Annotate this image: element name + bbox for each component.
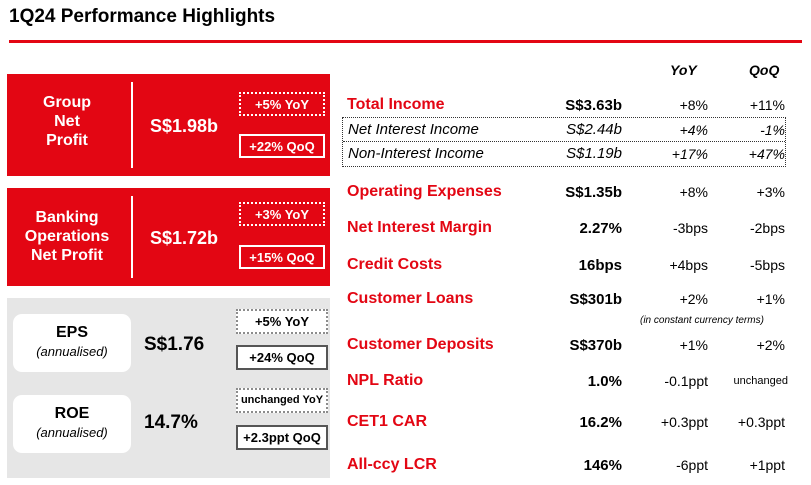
metric-qoq: +2% bbox=[756, 337, 785, 353]
banking-ops-qoq-badge: +15% QoQ bbox=[239, 245, 325, 269]
eps-roe-panel: EPS (annualised) S$1.76 +5% YoY +24% QoQ… bbox=[7, 298, 330, 478]
metric-name: Total Income bbox=[347, 96, 445, 113]
title-underline bbox=[9, 40, 802, 43]
banking-ops-label: Banking Operations Net Profit bbox=[7, 208, 127, 265]
metric-qoq: +1ppt bbox=[749, 457, 785, 473]
page-title: 1Q24 Performance Highlights bbox=[9, 6, 276, 27]
roe-label: ROE bbox=[54, 405, 90, 422]
card-divider bbox=[131, 82, 133, 168]
card-divider bbox=[131, 196, 133, 278]
metric-value: 16bps bbox=[578, 257, 622, 274]
yoy-column-header: YoY bbox=[670, 62, 697, 78]
metric-value: S$301b bbox=[569, 291, 622, 308]
banking-ops-net-profit-card: Banking Operations Net Profit S$1.72b +3… bbox=[7, 188, 330, 286]
metric-yoy: -6ppt bbox=[676, 457, 708, 473]
metric-value: S$370b bbox=[569, 337, 622, 354]
metric-qoq: +3% bbox=[756, 184, 785, 200]
roe-value: 14.7% bbox=[144, 412, 198, 433]
metric-yoy: +4bps bbox=[669, 257, 708, 273]
metric-name: Credit Costs bbox=[347, 256, 443, 273]
sub-metric-value: S$2.44b bbox=[566, 121, 622, 138]
roe-yoy-badge: unchanged YoY bbox=[236, 388, 328, 413]
group-net-profit-label: Group Net Profit bbox=[7, 93, 127, 150]
metric-name: Operating Expenses bbox=[347, 183, 502, 200]
metric-value: S$1.35b bbox=[565, 184, 622, 201]
loans-footnote: (in constant currency terms) bbox=[640, 315, 764, 326]
metric-value: 146% bbox=[583, 457, 622, 474]
eps-yoy-badge: +5% YoY bbox=[236, 309, 328, 334]
income-breakdown-box bbox=[342, 117, 786, 167]
label-line: Banking bbox=[35, 209, 99, 226]
sub-metric-yoy: +4% bbox=[679, 122, 708, 138]
metric-yoy: -0.1ppt bbox=[664, 373, 708, 389]
sub-metric-name: Net Interest Income bbox=[348, 121, 479, 138]
metric-value: S$3.63b bbox=[565, 97, 622, 114]
income-breakdown-divider bbox=[343, 141, 785, 142]
sub-metric-name: Non-Interest Income bbox=[348, 145, 484, 162]
banking-ops-yoy-badge: +3% YoY bbox=[239, 202, 325, 226]
eps-sublabel: (annualised) bbox=[36, 344, 108, 359]
metric-yoy: +2% bbox=[679, 291, 708, 307]
eps-label: EPS bbox=[55, 324, 88, 341]
sub-metric-qoq: -1% bbox=[760, 122, 785, 138]
metric-name: Net Interest Margin bbox=[347, 219, 492, 236]
label-line: Operations bbox=[24, 228, 110, 245]
group-net-profit-card: Group Net Profit S$1.98b +5% YoY +22% Qo… bbox=[7, 74, 330, 176]
banking-ops-value: S$1.72b bbox=[149, 228, 219, 248]
group-net-profit-qoq-badge: +22% QoQ bbox=[239, 134, 325, 158]
qoq-column-header: QoQ bbox=[749, 62, 780, 78]
metric-yoy: -3bps bbox=[672, 220, 708, 236]
metric-name: All-ccy LCR bbox=[347, 456, 437, 473]
metric-qoq: -2bps bbox=[749, 220, 785, 236]
label-line: Profit bbox=[46, 132, 88, 149]
label-line: Net Profit bbox=[31, 247, 103, 264]
metric-name: NPL Ratio bbox=[347, 372, 424, 389]
metric-yoy: +1% bbox=[679, 337, 708, 353]
metric-qoq: +1% bbox=[756, 291, 785, 307]
metric-name: Customer Loans bbox=[347, 290, 474, 307]
eps-pill: EPS (annualised) bbox=[13, 314, 131, 372]
group-net-profit-value: S$1.98b bbox=[149, 116, 219, 136]
label-line: Net bbox=[54, 113, 80, 130]
roe-sublabel: (annualised) bbox=[36, 425, 108, 440]
label-line: Group bbox=[43, 94, 91, 111]
sub-metric-yoy: +17% bbox=[671, 146, 708, 162]
eps-value: S$1.76 bbox=[144, 334, 205, 355]
metric-name: CET1 CAR bbox=[347, 413, 428, 430]
sub-metric-value: S$1.19b bbox=[566, 145, 622, 162]
roe-qoq-badge: +2.3ppt QoQ bbox=[236, 425, 328, 450]
metric-qoq: +11% bbox=[749, 97, 785, 113]
metric-qoq: +0.3ppt bbox=[737, 414, 785, 430]
metric-yoy: +0.3ppt bbox=[660, 414, 708, 430]
eps-qoq-badge: +24% QoQ bbox=[236, 345, 328, 370]
metric-value: 16.2% bbox=[579, 414, 622, 431]
metric-yoy: +8% bbox=[679, 184, 708, 200]
metric-name: Customer Deposits bbox=[347, 336, 494, 353]
sub-metric-qoq: +47% bbox=[748, 146, 785, 162]
roe-pill: ROE (annualised) bbox=[13, 395, 131, 453]
metric-value: 2.27% bbox=[579, 220, 622, 237]
group-net-profit-yoy-badge: +5% YoY bbox=[239, 92, 325, 116]
metric-qoq: unchanged bbox=[733, 375, 788, 387]
metric-qoq: -5bps bbox=[749, 257, 785, 273]
metric-value: 1.0% bbox=[587, 373, 622, 390]
metric-yoy: +8% bbox=[679, 97, 708, 113]
